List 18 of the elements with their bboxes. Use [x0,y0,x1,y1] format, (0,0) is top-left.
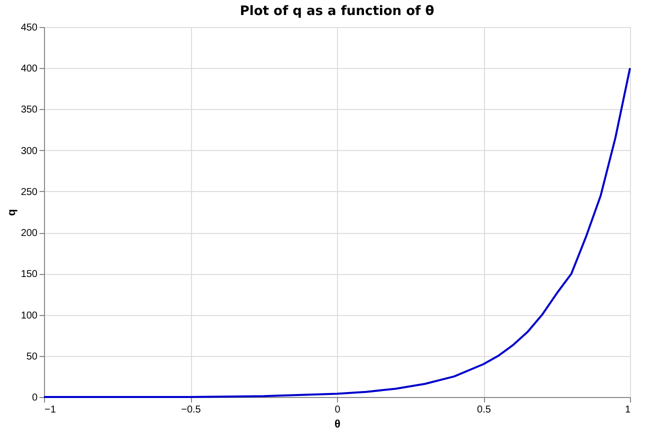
y-tick-label: 0 [32,392,38,404]
x-tick-label: 1 [624,404,631,416]
y-tick-label: 50 [26,351,38,362]
y-axis-title: q [6,209,18,216]
x-axis-title: θ [334,418,341,430]
y-tick-label: 100 [20,310,38,322]
y-tick-label: 150 [20,269,38,280]
y-tick-label: 400 [20,64,38,75]
y-tick-label: 350 [20,104,38,116]
y-tick-label: 300 [20,146,38,157]
x-tick-label: 0 [334,404,341,416]
y-tick-label: 200 [20,228,38,240]
chart-title: Plot of q as a function of θ [240,4,434,19]
y-tick-label: 450 [20,22,38,34]
x-tick-label: −0.5 [181,404,202,416]
y-tick-label: 250 [20,186,38,198]
x-tick-label: 0.5 [477,404,492,416]
x-tick-label: −1 [44,404,56,416]
